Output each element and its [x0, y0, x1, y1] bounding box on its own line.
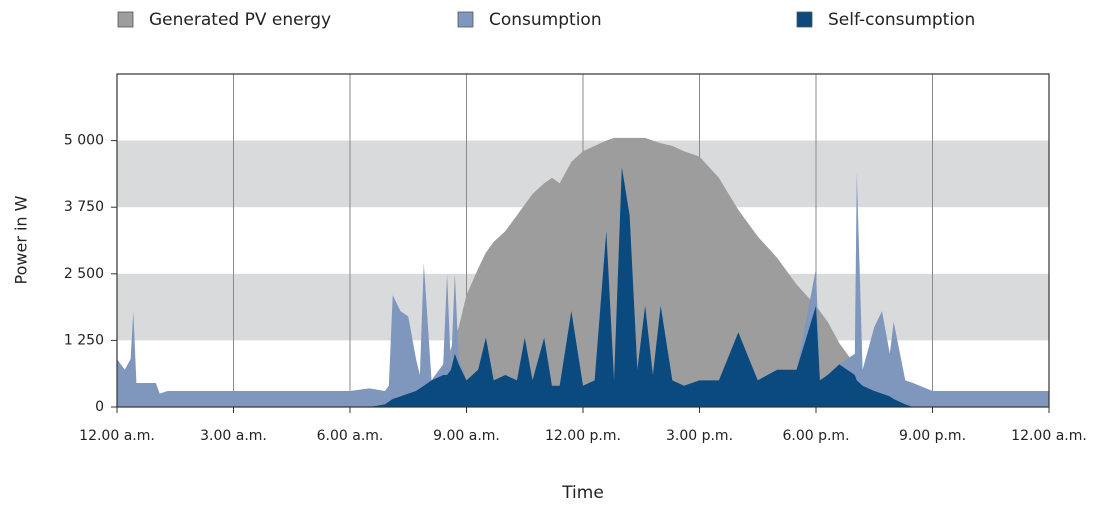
y-tick-label: 5 000 [64, 133, 104, 149]
y-axis-label: Power in W [12, 195, 31, 284]
x-tick-label: 9.00 a.m. [433, 428, 500, 444]
x-axis-label: Time [561, 483, 604, 503]
x-tick-label: 12.00 a.m. [1011, 428, 1087, 444]
legend-label: Consumption [489, 10, 602, 30]
x-tick-label: 12.00 a.m. [79, 428, 155, 444]
legend-swatch [117, 11, 134, 28]
x-tick-label: 6.00 a.m. [317, 428, 384, 444]
legend-label: Self-consumption [828, 10, 975, 30]
y-tick-label: 3 750 [64, 199, 104, 215]
y-tick-label: 2 500 [64, 266, 104, 282]
x-tick-label: 6.00 p.m. [782, 428, 849, 444]
x-tick-label: 3.00 p.m. [666, 428, 733, 444]
x-tick-label: 12.00 p.m. [545, 428, 621, 444]
area [117, 167, 1049, 407]
y-tick-label: 0 [95, 399, 104, 415]
x-tick-label: 3.00 a.m. [200, 428, 267, 444]
y-tick-label: 1 250 [64, 332, 104, 348]
legend-swatch [457, 11, 474, 28]
legend-swatch [796, 11, 813, 28]
legend-label: Generated PV energy [149, 10, 331, 30]
x-tick-label: 9.00 p.m. [899, 428, 966, 444]
plot-frame [116, 73, 1050, 408]
